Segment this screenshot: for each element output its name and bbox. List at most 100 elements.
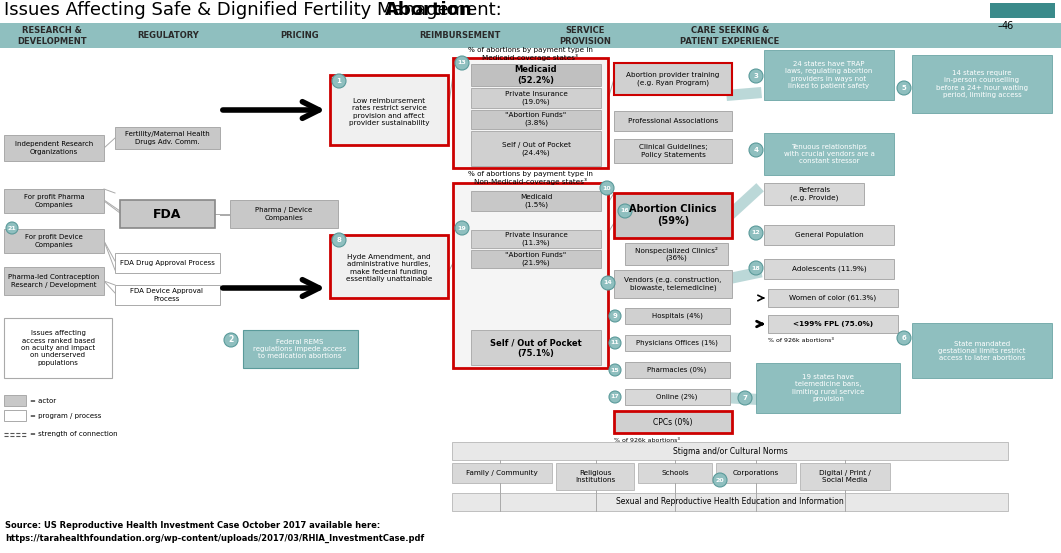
- Text: "Abortion Funds"
(3.8%): "Abortion Funds" (3.8%): [505, 112, 567, 126]
- Circle shape: [749, 226, 763, 240]
- FancyBboxPatch shape: [4, 135, 104, 161]
- Text: 10: 10: [603, 185, 611, 190]
- Circle shape: [455, 221, 469, 235]
- FancyBboxPatch shape: [471, 88, 601, 108]
- Text: 46: 46: [1002, 21, 1014, 31]
- FancyBboxPatch shape: [764, 183, 864, 205]
- Circle shape: [897, 331, 911, 345]
- Text: 4: 4: [753, 147, 759, 153]
- Text: Private Insurance
(19.0%): Private Insurance (19.0%): [505, 91, 568, 105]
- Circle shape: [601, 181, 614, 195]
- Circle shape: [609, 364, 621, 376]
- Text: 8: 8: [336, 237, 342, 243]
- FancyBboxPatch shape: [716, 463, 796, 483]
- FancyBboxPatch shape: [330, 75, 448, 145]
- FancyBboxPatch shape: [625, 243, 728, 265]
- Text: State mandated
gestational limits restrict
access to later abortions: State mandated gestational limits restri…: [938, 341, 1026, 361]
- FancyBboxPatch shape: [764, 259, 894, 279]
- Text: REGULATORY: REGULATORY: [137, 32, 198, 40]
- Text: Online (2%): Online (2%): [657, 394, 698, 400]
- FancyBboxPatch shape: [614, 411, 732, 433]
- Circle shape: [749, 143, 763, 157]
- FancyBboxPatch shape: [625, 362, 730, 378]
- Text: Vendors (e.g. construction,
biowaste, telemedicine): Vendors (e.g. construction, biowaste, te…: [624, 277, 721, 291]
- Text: Referrals
(e.g. Provide): Referrals (e.g. Provide): [789, 187, 838, 201]
- FancyBboxPatch shape: [768, 289, 898, 307]
- FancyBboxPatch shape: [330, 235, 448, 298]
- FancyBboxPatch shape: [471, 131, 601, 166]
- FancyBboxPatch shape: [453, 183, 608, 368]
- Circle shape: [224, 333, 238, 347]
- FancyBboxPatch shape: [230, 200, 338, 228]
- FancyBboxPatch shape: [453, 58, 608, 168]
- FancyBboxPatch shape: [452, 493, 1008, 511]
- Text: Fertility/Maternal Health
Drugs Adv. Comm.: Fertility/Maternal Health Drugs Adv. Com…: [124, 132, 209, 145]
- Text: –: –: [997, 21, 1003, 31]
- Text: 5: 5: [902, 85, 906, 91]
- FancyBboxPatch shape: [452, 463, 552, 483]
- Text: 16: 16: [621, 208, 629, 213]
- FancyBboxPatch shape: [614, 270, 732, 298]
- FancyBboxPatch shape: [471, 250, 601, 268]
- Text: Pharmacies (0%): Pharmacies (0%): [647, 367, 707, 373]
- FancyBboxPatch shape: [115, 253, 220, 273]
- Text: Issues Affecting Safe & Dignified Fertility Management:: Issues Affecting Safe & Dignified Fertil…: [4, 1, 507, 19]
- Text: Independent Research
Organizations: Independent Research Organizations: [15, 142, 93, 155]
- FancyBboxPatch shape: [120, 200, 215, 228]
- FancyBboxPatch shape: [471, 230, 601, 248]
- Text: 15: 15: [611, 368, 620, 373]
- FancyBboxPatch shape: [4, 318, 112, 378]
- Text: For profit Device
Companies: For profit Device Companies: [25, 234, 83, 248]
- Text: 13: 13: [457, 60, 467, 65]
- Text: Private Insurance
(11.3%): Private Insurance (11.3%): [505, 232, 568, 246]
- Text: Pharma / Device
Companies: Pharma / Device Companies: [256, 207, 313, 221]
- Text: 17: 17: [611, 394, 620, 399]
- Text: FDA Device Approval
Process: FDA Device Approval Process: [131, 288, 204, 301]
- Text: CPCs (0%): CPCs (0%): [654, 418, 693, 426]
- Text: Federal REMS
regulations impede access
to medication abortions: Federal REMS regulations impede access t…: [254, 339, 347, 359]
- Text: 21: 21: [7, 226, 16, 231]
- Text: Family / Community: Family / Community: [466, 470, 538, 476]
- FancyBboxPatch shape: [625, 389, 730, 405]
- FancyBboxPatch shape: [800, 463, 890, 490]
- FancyBboxPatch shape: [4, 229, 104, 253]
- Text: Hospitals (4%): Hospitals (4%): [651, 313, 702, 319]
- Text: Abortion: Abortion: [385, 1, 472, 19]
- FancyBboxPatch shape: [638, 463, 712, 483]
- Circle shape: [713, 473, 727, 487]
- FancyBboxPatch shape: [471, 110, 601, 129]
- Text: Low reimbursement
rates restrict service
provision and affect
provider sustainab: Low reimbursement rates restrict service…: [349, 98, 430, 126]
- FancyBboxPatch shape: [756, 363, 900, 413]
- Circle shape: [609, 391, 621, 403]
- Text: 7: 7: [743, 395, 747, 401]
- Text: Digital / Print /
Social Media: Digital / Print / Social Media: [819, 470, 871, 483]
- Circle shape: [609, 310, 621, 322]
- FancyBboxPatch shape: [471, 191, 601, 211]
- FancyBboxPatch shape: [764, 225, 894, 245]
- FancyBboxPatch shape: [115, 285, 220, 305]
- Text: Corporations: Corporations: [733, 470, 779, 476]
- Text: FDA: FDA: [153, 207, 181, 221]
- Text: % of abortions by payment type in
Non-Medicaid-coverage states³: % of abortions by payment type in Non-Me…: [468, 171, 592, 185]
- FancyBboxPatch shape: [625, 308, 730, 324]
- Circle shape: [6, 222, 18, 234]
- FancyBboxPatch shape: [764, 133, 894, 175]
- Text: Clinical Guidelines;
Policy Statements: Clinical Guidelines; Policy Statements: [639, 144, 708, 158]
- FancyBboxPatch shape: [0, 23, 1061, 48]
- Text: = strength of connection: = strength of connection: [30, 431, 118, 437]
- Circle shape: [749, 69, 763, 83]
- FancyBboxPatch shape: [614, 63, 732, 95]
- Text: RESEARCH &
DEVELOPMENT: RESEARCH & DEVELOPMENT: [17, 26, 87, 46]
- Text: Adolescents (11.9%): Adolescents (11.9%): [792, 266, 867, 272]
- Text: 20: 20: [716, 477, 725, 483]
- Text: Pharma-led Contraception
Research / Development: Pharma-led Contraception Research / Deve…: [8, 274, 100, 288]
- Circle shape: [332, 74, 346, 88]
- FancyBboxPatch shape: [471, 64, 601, 86]
- Text: Hyde Amendment, and
administrative hurdles,
make federal funding
essentially una: Hyde Amendment, and administrative hurdl…: [346, 254, 432, 282]
- Text: Stigma and/or Cultural Norms: Stigma and/or Cultural Norms: [673, 446, 787, 456]
- FancyBboxPatch shape: [4, 410, 27, 421]
- Text: = program / process: = program / process: [30, 413, 102, 419]
- Text: % of 926k abortions³: % of 926k abortions³: [768, 337, 834, 342]
- Circle shape: [609, 337, 621, 349]
- Text: Tenuous relationships
with crucial vendors are a
constant stressor: Tenuous relationships with crucial vendo…: [784, 144, 874, 164]
